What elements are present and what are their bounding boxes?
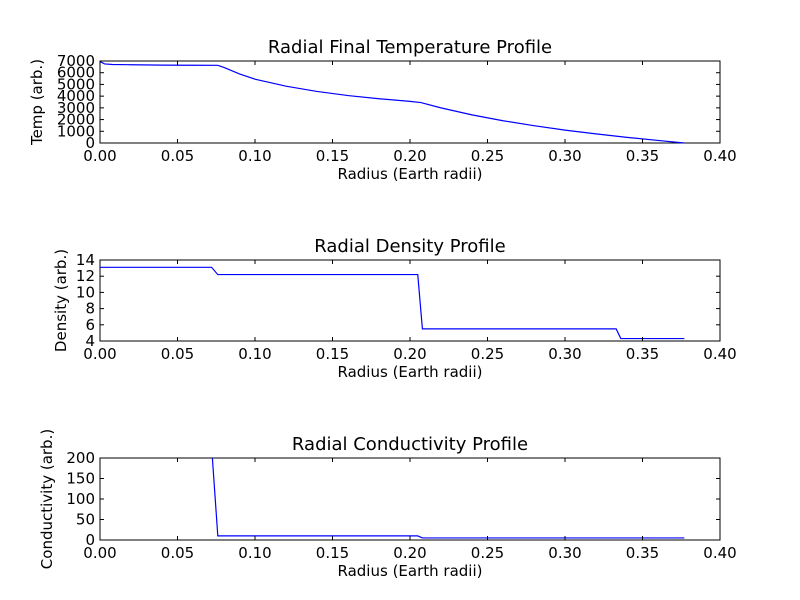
y-tick-label: 2000 xyxy=(57,111,95,129)
y-tick-label: 6000 xyxy=(57,64,95,82)
x-tick-label: 0.20 xyxy=(393,147,426,165)
y-tick-label: 6 xyxy=(85,316,95,334)
x-tick-label: 0.40 xyxy=(703,345,736,363)
x-tick-label: 0.05 xyxy=(161,147,194,165)
y-tick-label: 150 xyxy=(66,470,95,488)
x-tick-label: 0.25 xyxy=(471,147,504,165)
x-axis-label: Radius (Earth radii) xyxy=(338,363,483,381)
x-axis-label: Radius (Earth radii) xyxy=(338,562,483,580)
y-tick-label: 1000 xyxy=(57,122,95,140)
y-tick-label: 4 xyxy=(85,332,95,350)
y-tick-label: 50 xyxy=(76,511,95,529)
x-tick-label: 0.35 xyxy=(626,345,659,363)
x-tick-label: 0.25 xyxy=(471,544,504,562)
x-tick-label: 0.15 xyxy=(316,147,349,165)
x-tick-label: 0.10 xyxy=(238,345,271,363)
x-tick-label: 0.25 xyxy=(471,345,504,363)
chart-title: Radial Conductivity Profile xyxy=(292,434,528,455)
series-line xyxy=(99,61,685,144)
y-axis-label: Conductivity (arb.) xyxy=(38,429,56,569)
chart-title: Radial Final Temperature Profile xyxy=(268,37,552,58)
y-tick-label: 0 xyxy=(85,531,95,549)
x-tick-label: 0.15 xyxy=(316,544,349,562)
x-tick-label: 0.30 xyxy=(548,544,581,562)
y-tick-label: 8 xyxy=(85,300,95,318)
y-tick-label: 5000 xyxy=(57,75,95,93)
y-tick-label: 12 xyxy=(76,267,95,285)
x-tick-label: 0.00 xyxy=(83,345,116,363)
x-tick-label: 0.35 xyxy=(626,147,659,165)
y-axis-label: Temp (arb.) xyxy=(28,59,46,146)
chart-title: Radial Density Profile xyxy=(314,236,505,257)
x-tick-label: 0.00 xyxy=(83,544,116,562)
x-tick-label: 0.20 xyxy=(393,544,426,562)
x-tick-label: 0.00 xyxy=(83,147,116,165)
x-tick-label: 0.20 xyxy=(393,345,426,363)
series-line xyxy=(100,266,685,340)
x-tick-label: 0.30 xyxy=(548,147,581,165)
x-tick-label: 0.05 xyxy=(161,544,194,562)
x-tick-label: 0.30 xyxy=(548,345,581,363)
x-tick-label: 0.05 xyxy=(161,345,194,363)
subplot-2: 0.00 0.05 0.10 0.15 0.20 0.25 0.30 0.35 0.404681… xyxy=(52,236,737,381)
y-tick-label: 100 xyxy=(66,490,95,508)
y-tick-label: 4000 xyxy=(57,87,95,105)
y-tick-label: 3000 xyxy=(57,99,95,117)
series-line xyxy=(211,457,685,539)
y-tick-label: 10 xyxy=(76,283,95,301)
x-tick-label: 0.40 xyxy=(703,147,736,165)
y-tick-label: 7000 xyxy=(57,52,95,70)
subplot-1: 0.00 0.05 0.10 0.15 0.20 0.25 0.30 0.35 0.40 0100… xyxy=(28,37,737,183)
x-tick-label: 0.10 xyxy=(238,147,271,165)
y-tick-label: 200 xyxy=(66,449,95,467)
x-tick-label: 0.15 xyxy=(316,345,349,363)
x-tick-label: 0.10 xyxy=(238,544,271,562)
y-tick-label: 0 xyxy=(85,134,95,152)
x-tick-label: 0.35 xyxy=(626,544,659,562)
x-axis-label: Radius (Earth radii) xyxy=(338,165,483,183)
x-tick-label: 0.40 xyxy=(703,544,736,562)
y-tick-label: 14 xyxy=(76,251,95,269)
y-axis-label: Density (arb.) xyxy=(52,249,70,352)
subplot-3: 0.00 0.05 0.10 0.15 0.20 0.25 0.30 0.35 0.40 0 50 1… xyxy=(38,429,737,580)
